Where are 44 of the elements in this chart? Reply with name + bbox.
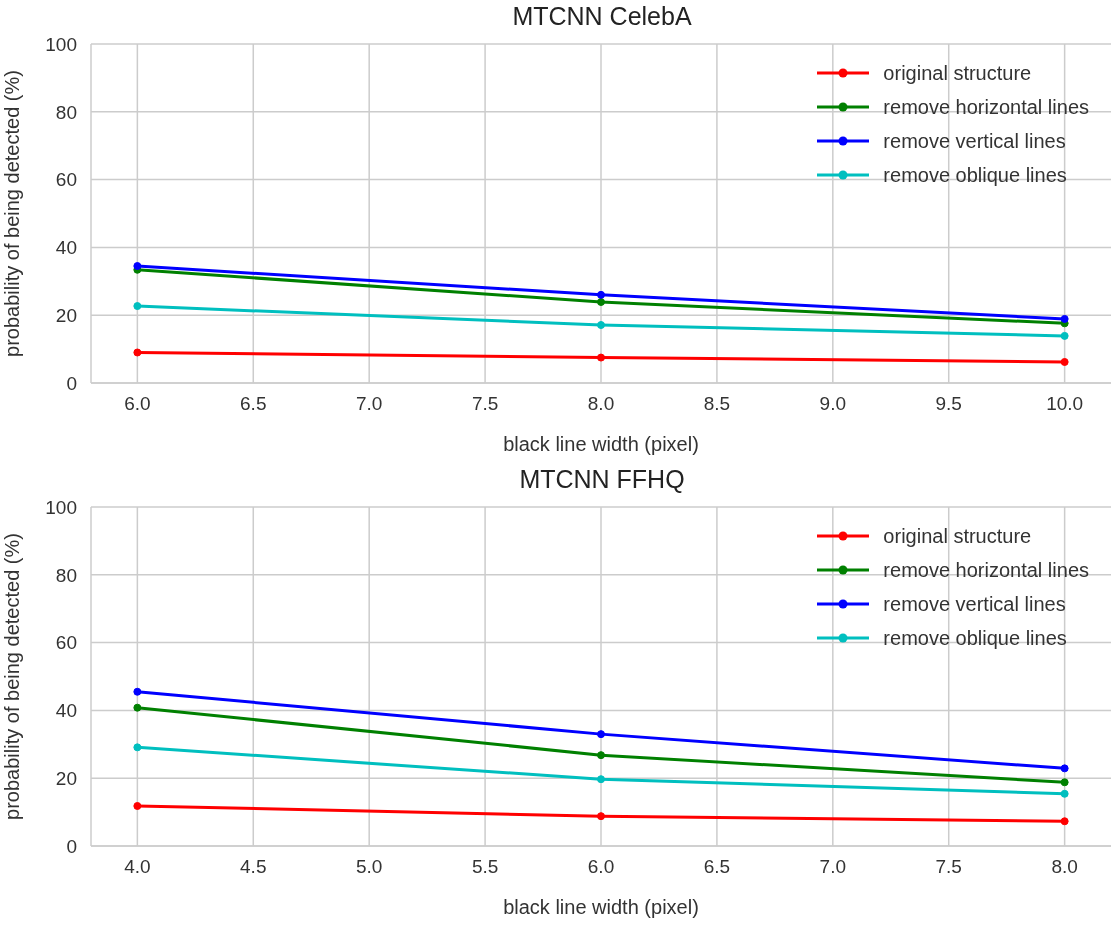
y-tick-label: 40 <box>55 237 77 259</box>
x-tick-label: 4.5 <box>240 856 267 878</box>
x-axis-title: black line width (pixel) <box>503 433 699 455</box>
y-tick-label: 80 <box>55 101 77 123</box>
x-tick-label: 7.0 <box>355 393 383 415</box>
y-tick-label: 0 <box>66 372 77 394</box>
x-tick-label: 8.0 <box>1051 856 1078 878</box>
legend-label: remove oblique lines <box>883 626 1067 650</box>
y-tick-label: 60 <box>55 169 77 191</box>
x-tick-label: 5.0 <box>355 856 383 878</box>
x-tick-label: 4.0 <box>124 856 151 878</box>
y-tick-label: 60 <box>55 632 77 654</box>
chart-title: MTCNN FFHQ <box>518 465 686 494</box>
legend-label: original structure <box>883 61 1032 85</box>
y-tick-label: 20 <box>55 304 77 326</box>
x-tick-label: 7.5 <box>471 393 499 415</box>
x-tick-label: 9.0 <box>819 393 847 415</box>
x-tick-label: 9.5 <box>935 393 962 415</box>
y-tick-label: 20 <box>55 767 77 789</box>
x-tick-label: 8.5 <box>703 393 731 415</box>
x-tick-label: 5.5 <box>471 856 499 878</box>
x-tick-label: 8.0 <box>587 393 615 415</box>
y-tick-label: 0 <box>66 835 77 857</box>
legend-label: remove vertical lines <box>883 129 1066 153</box>
x-tick-label: 6.0 <box>587 856 615 878</box>
legend-label: remove oblique lines <box>883 163 1067 187</box>
x-tick-label: 6.5 <box>240 393 267 415</box>
x-tick-label: 7.5 <box>935 856 962 878</box>
y-axis-title: probability of being detected (%) <box>1 70 24 357</box>
y-tick-label: 40 <box>55 700 77 722</box>
y-tick-label: 100 <box>45 496 77 518</box>
chart-title: MTCNN CelebA <box>511 2 693 31</box>
legend-label: remove vertical lines <box>883 592 1066 616</box>
legend-label: original structure <box>883 524 1032 548</box>
x-tick-label: 7.0 <box>819 856 847 878</box>
legend-label: remove horizontal lines <box>883 95 1089 119</box>
x-axis-title: black line width (pixel) <box>503 896 699 918</box>
x-tick-label: 6.5 <box>703 856 731 878</box>
y-tick-label: 80 <box>55 564 77 586</box>
x-tick-label: 10.0 <box>1046 393 1084 415</box>
legend-label: remove horizontal lines <box>883 558 1089 582</box>
x-tick-label: 6.0 <box>124 393 151 415</box>
y-tick-label: 100 <box>45 33 77 55</box>
y-axis-title: probability of being detected (%) <box>1 533 24 820</box>
